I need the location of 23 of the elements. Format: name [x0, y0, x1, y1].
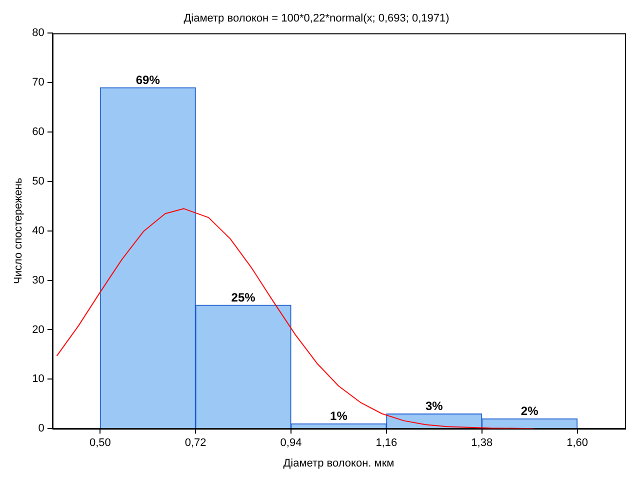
- y-tick-label: 60: [32, 126, 44, 138]
- data-label: 2%: [520, 404, 539, 418]
- data-label: 1%: [330, 408, 348, 423]
- x-tick-label: 1,60: [566, 437, 588, 450]
- data-label: 3%: [425, 399, 444, 414]
- y-tick-label: 30: [32, 274, 44, 286]
- data-label: 25%: [231, 290, 256, 304]
- data-label: 69%: [136, 72, 160, 87]
- x-tick-label: 1,38: [471, 437, 493, 450]
- y-tick-label: 70: [32, 76, 44, 89]
- y-tick-label: 40: [32, 224, 44, 237]
- x-tick-label: 0,50: [89, 437, 111, 450]
- x-tick-label: 1,16: [376, 437, 398, 450]
- x-tick-label: 0,72: [184, 437, 206, 450]
- x-axis-title: Діаметр волокон. мкм: [283, 457, 394, 470]
- y-tick-label: 50: [32, 176, 44, 188]
- x-tick-label: 0,94: [280, 437, 302, 450]
- y-tick-label: 80: [32, 27, 44, 40]
- chart-title: Діаметр волокон = 100*0,22*normal(x; 0,693; 0,1971): [184, 12, 450, 25]
- y-axis-title: Число спостережень: [12, 178, 25, 284]
- y-tick-label: 0: [38, 422, 44, 435]
- y-tick-label: 20: [32, 324, 44, 336]
- y-tick-label: 10: [32, 373, 44, 386]
